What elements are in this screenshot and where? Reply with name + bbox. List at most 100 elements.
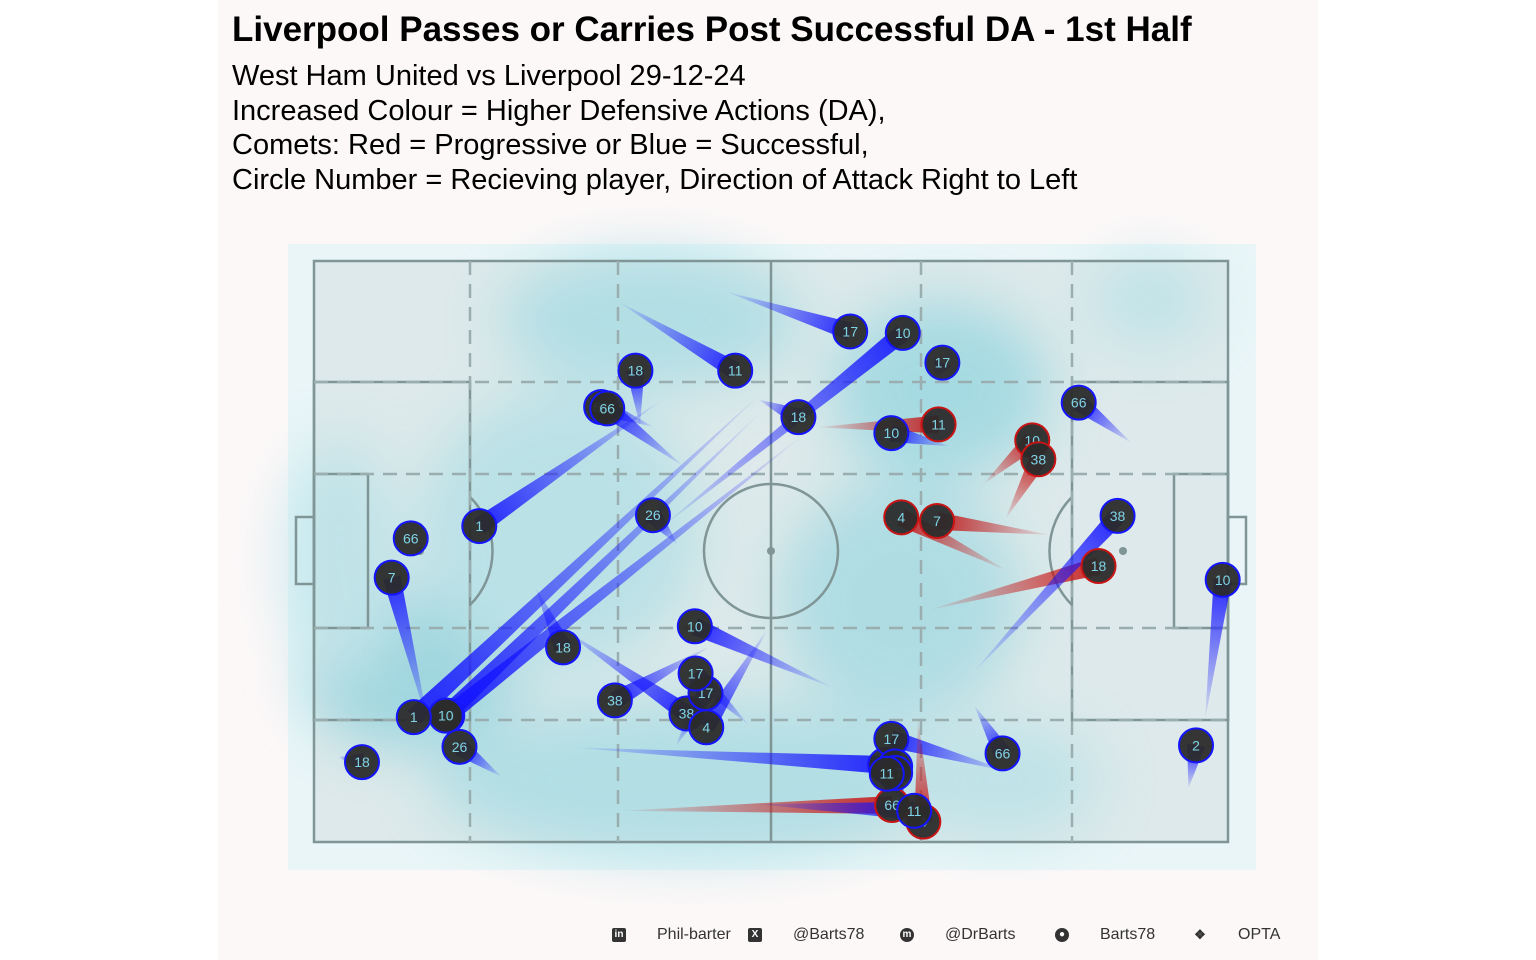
footer-github-text: Barts78 [1100,926,1156,943]
subtitle-line-3: Comets: Red = Progressive or Blue = Succ… [232,129,869,161]
receiver-node [373,559,410,596]
receiver-number-label: 10 [687,618,703,634]
subtitle-line-4: Circle Number = Recieving player, Direct… [232,164,1078,196]
receiver-number-label: 2 [1192,737,1200,753]
progressive-comet [935,512,1050,535]
receiver-node [868,755,905,792]
receiver-number-label: 17 [842,323,858,339]
receiver-number-label: 11 [728,363,743,379]
receiver-number-label: 38 [679,705,695,721]
right-penalty-arc [1048,496,1073,606]
receiver-number-label: 66 [403,530,419,546]
receiver-number-label: 66 [599,400,615,416]
receiver-node [596,682,633,719]
receiver-number-label: 26 [452,739,468,755]
github-icon: ● [1055,928,1069,942]
receiver-number-label: 11 [931,416,946,432]
receiver-node [461,508,498,545]
receiver-number-label: 18 [555,639,571,655]
receiver-number-label: 7 [388,570,396,586]
left-goal [294,515,316,586]
receiver-number-label: 17 [688,666,704,682]
receiver-node [545,629,582,666]
receiver-node [634,497,671,534]
node-layer: 1711101718181110103866666610101166267471… [343,313,1241,840]
successful-comet [382,575,429,725]
receiver-number-label: 11 [907,803,922,819]
receiver-node [676,608,713,645]
successful-comet [407,392,762,724]
receiver-number-label: 18 [628,363,644,379]
receiver-number-label: 38 [1110,508,1126,524]
receiver-node [688,709,725,746]
receiver-node [920,406,957,443]
receiver-number-label: 66 [884,797,900,813]
x-twitter-icon: X [748,928,762,942]
density-layer [280,250,1210,860]
receiver-node [617,352,654,389]
receiver-number-label: 17 [935,355,951,371]
receiver-node [832,313,869,350]
progressive-comet [930,557,1101,610]
receiver-node [883,499,920,536]
receiver-number-label: 26 [645,507,661,523]
receiver-number-label: 4 [897,509,905,525]
receiver-node [717,352,754,389]
receiver-number-label: 17 [884,731,900,747]
receiver-node [589,390,626,427]
density-blob [900,720,1100,840]
receiver-node [343,744,380,781]
receiver-node [924,344,961,381]
receiver-number-label: 4 [702,719,710,735]
subtitle-line-1: West Ham United vs Liverpool 29-12-24 [232,60,746,92]
dropbox-icon: ❖ [1194,927,1206,942]
footer-linkedin-text: Phil-barter [657,926,731,943]
density-blob [420,390,700,670]
receiver-node [896,792,933,829]
receiver-node [884,314,921,351]
subtitle-line-2: Increased Colour = Higher Defensive Acti… [232,95,886,127]
receiver-number-label: 66 [995,745,1011,761]
footer-source-text: OPTA [1238,926,1281,943]
right-penalty-spot [1119,547,1127,555]
receiver-node [392,520,429,557]
successful-comet [619,302,740,379]
centre-circle [702,482,840,620]
footer-x-text: @Barts78 [793,926,865,943]
receiver-node [677,655,714,692]
receiver-number-label: 66 [1071,395,1087,411]
receiver-node [395,699,432,736]
density-blob [280,440,400,680]
receiver-number-label: 38 [607,692,623,708]
density-blob [430,700,950,860]
receiver-number-label: 18 [791,409,807,425]
receiver-number-label: 10 [438,708,454,724]
footer-mastodon-text: @DrBarts [945,926,1016,943]
receiver-node [1204,561,1241,598]
linkedin-icon: in [612,928,626,942]
receiver-node [1020,441,1057,478]
comet-layer [338,292,1232,823]
receiver-node [1080,548,1117,585]
receiver-node [919,502,956,539]
receiver-number-label: 7 [933,513,941,529]
receiver-number-label: 11 [879,766,894,782]
receiver-number-label: 10 [895,325,911,341]
receiver-number-label: 38 [1031,451,1047,467]
receiver-number-label: 18 [1091,558,1107,574]
chart-title: Liverpool Passes or Carries Post Success… [232,10,1192,49]
successful-comet [439,412,762,723]
successful-comet [1205,578,1232,720]
receiver-number-label: 1 [410,709,418,725]
centre-spot [767,547,775,555]
receiver-node [780,399,817,436]
receiver-node [984,735,1021,772]
receiver-node [873,415,910,452]
density-blob [780,480,1020,720]
density-blob [1090,255,1210,345]
successful-comet [574,747,886,775]
successful-comet [974,509,1125,672]
receiver-node [1099,497,1136,534]
mastodon-icon: m [900,928,914,942]
